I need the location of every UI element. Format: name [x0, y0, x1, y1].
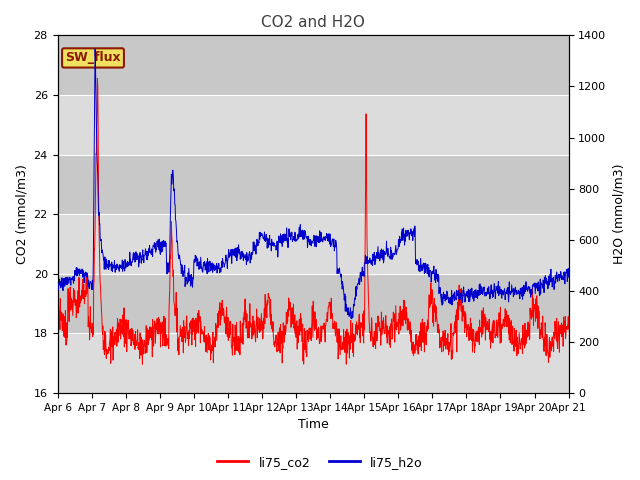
Bar: [58, 36, 568, 95]
Text: SW_flux: SW_flux: [65, 51, 121, 64]
Bar: [58, 214, 568, 274]
Title: CO2 and H2O: CO2 and H2O: [261, 15, 365, 30]
Y-axis label: H2O (mmol/m3): H2O (mmol/m3): [612, 164, 625, 264]
X-axis label: Time: Time: [298, 419, 328, 432]
Y-axis label: CO2 (mmol/m3): CO2 (mmol/m3): [15, 164, 28, 264]
Bar: [58, 334, 568, 393]
Bar: [58, 155, 568, 214]
Bar: [58, 95, 568, 155]
Legend: li75_co2, li75_h2o: li75_co2, li75_h2o: [212, 451, 428, 474]
Bar: [58, 274, 568, 334]
